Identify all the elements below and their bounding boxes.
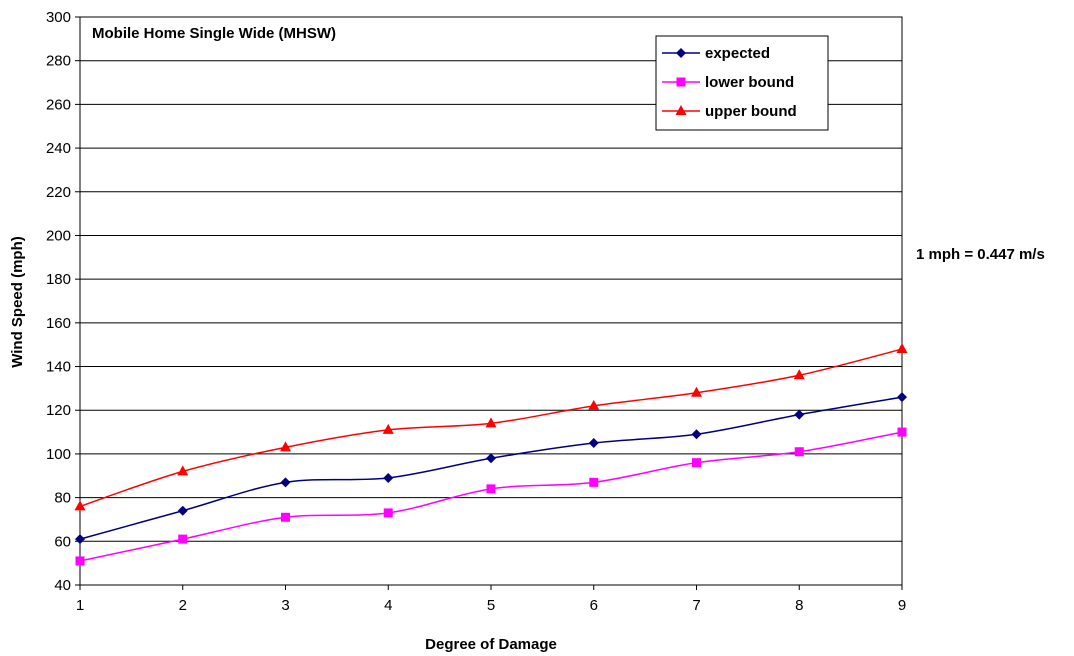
- y-tick-label: 100: [46, 446, 71, 463]
- series-expected: [75, 392, 907, 545]
- legend-item: lower bound: [662, 74, 794, 91]
- legend-marker: [676, 48, 686, 58]
- x-tick-label: 8: [795, 597, 803, 614]
- y-tick-label: 80: [54, 490, 71, 507]
- data-point: [74, 500, 86, 511]
- y-tick-label: 280: [46, 53, 71, 70]
- chart-title: Mobile Home Single Wide (MHSW): [92, 25, 336, 42]
- y-tick-label: 200: [46, 227, 71, 244]
- data-point: [588, 399, 600, 410]
- data-point: [692, 458, 701, 468]
- y-tick-label: 120: [46, 402, 71, 419]
- data-point: [589, 477, 599, 487]
- data-point: [485, 417, 497, 428]
- data-point: [794, 409, 805, 420]
- legend-item: upper bound: [662, 103, 797, 120]
- y-axis-title: Wind Speed (mph): [9, 236, 26, 368]
- legend-label: upper bound: [705, 103, 797, 120]
- data-point: [75, 556, 85, 566]
- y-tick-label: 40: [54, 577, 71, 594]
- data-point: [691, 429, 702, 440]
- x-tick-label: 5: [487, 597, 495, 614]
- x-tick-label: 6: [590, 597, 598, 614]
- gridlines: [80, 60, 902, 542]
- x-tick-label: 2: [179, 597, 187, 614]
- series-lower-bound: [75, 427, 907, 566]
- x-tick-label: 3: [281, 597, 289, 614]
- y-axis: 40 60 80 100 120 140 160 180 200 220 240 260 280 300: [46, 9, 80, 594]
- legend-marker: [676, 77, 686, 87]
- data-point: [383, 472, 394, 483]
- legend-item: expected: [662, 45, 770, 62]
- data-point: [793, 369, 805, 380]
- data-point: [896, 343, 908, 354]
- y-tick-label: 240: [46, 140, 71, 157]
- legend-marker: [675, 105, 687, 115]
- y-tick-label: 220: [46, 184, 71, 201]
- data-point: [486, 453, 496, 464]
- data-point: [382, 423, 394, 434]
- data-point: [177, 505, 188, 516]
- x-tick-label: 9: [898, 597, 906, 614]
- y-tick-label: 260: [46, 96, 71, 113]
- data-point: [691, 386, 702, 397]
- legend-label: lower bound: [705, 74, 794, 91]
- data-point: [178, 534, 188, 544]
- x-tick-label: 4: [384, 597, 392, 614]
- data-point: [177, 465, 189, 476]
- legend-label: expected: [705, 45, 770, 62]
- x-tick-label: 1: [76, 597, 84, 614]
- data-point: [897, 427, 907, 437]
- series-layer: [74, 343, 908, 566]
- data-point: [280, 441, 291, 452]
- legend: expected lower bound upper bound: [655, 35, 829, 131]
- x-axis-title: Degree of Damage: [425, 636, 557, 653]
- unit-conversion-note: 1 mph = 0.447 m/s: [916, 246, 1045, 263]
- y-tick-label: 300: [46, 9, 71, 26]
- data-point: [280, 477, 291, 488]
- data-point: [383, 508, 393, 518]
- data-point: [75, 534, 85, 545]
- y-tick-label: 180: [46, 271, 71, 288]
- x-tick-label: 7: [692, 597, 700, 614]
- data-point: [897, 392, 907, 403]
- data-point: [281, 512, 290, 522]
- data-point: [794, 447, 804, 457]
- series-upper-bound: [74, 343, 908, 511]
- x-axis: 1 2 3 4 5 6 7 8 9: [76, 585, 906, 614]
- data-point: [588, 438, 599, 448]
- data-point: [486, 484, 496, 494]
- y-tick-label: 140: [46, 359, 71, 376]
- y-tick-label: 60: [54, 533, 71, 550]
- y-tick-label: 160: [46, 315, 71, 332]
